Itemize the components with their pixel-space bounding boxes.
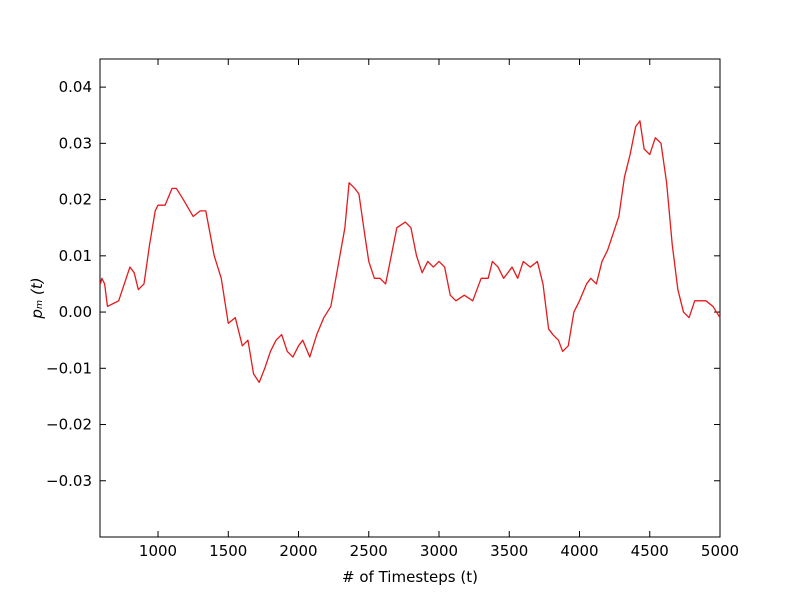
x-tick-label: 5000 xyxy=(701,542,739,560)
data-line xyxy=(99,120,721,383)
y-tick-label: 0.04 xyxy=(59,78,92,96)
y-tick-label: 0.02 xyxy=(59,191,92,209)
x-tick-label: 2500 xyxy=(350,542,388,560)
y-tick-label: 0.01 xyxy=(59,247,92,265)
x-tick-label: 3000 xyxy=(420,542,458,560)
x-tick-label: 4500 xyxy=(631,542,669,560)
y-tick-label: 0.03 xyxy=(59,134,92,152)
x-tick-label: 3500 xyxy=(490,542,528,560)
y-tick-label: 0.00 xyxy=(59,303,92,321)
x-tick-label: 1500 xyxy=(209,542,247,560)
y-tick-label: −0.03 xyxy=(46,472,92,490)
x-tick-label: 4000 xyxy=(560,542,598,560)
plot-frame xyxy=(99,58,721,538)
y-tick-label: −0.02 xyxy=(46,416,92,434)
x-tick-label: 1000 xyxy=(139,542,177,560)
y-tick-label: −0.01 xyxy=(46,359,92,377)
y-axis-label: pₘ (t) xyxy=(28,277,46,319)
x-axis-label: # of Timesteps (t) xyxy=(342,568,478,586)
x-tick-label: 2000 xyxy=(279,542,317,560)
